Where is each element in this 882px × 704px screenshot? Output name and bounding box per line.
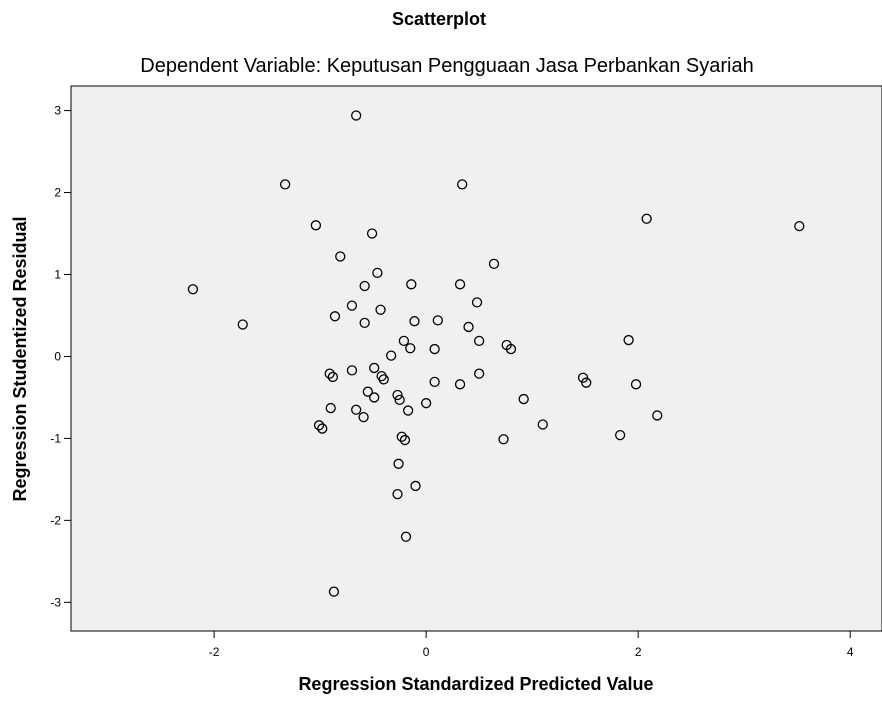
scatter-point [396,431,407,442]
scatter-point [641,213,652,224]
scatter-point [359,317,370,328]
scatter-point [376,370,387,382]
x-axis-ticks: -2 0 2 4 [209,631,854,659]
scatter-point [581,377,592,388]
scatter-point [518,393,529,405]
scatter-point [454,279,466,290]
x-tick-label: -2 [209,645,220,659]
scatter-point [346,365,358,376]
scatter-point [329,311,341,322]
y-tick-label: -2 [50,513,61,527]
scatter-point [652,410,663,421]
scatter-point [505,343,517,355]
scatter-point [392,389,403,401]
scatter-point [432,315,443,326]
scatter-point [313,420,325,431]
scatter-point [394,394,405,406]
y-tick-label: 2 [54,186,61,200]
scatter-point [372,267,383,279]
scatter-point [409,316,420,327]
scatter-point [327,371,339,383]
scatter-point [362,386,373,397]
scatter-point [187,284,199,295]
scatter-point [369,362,380,374]
x-axis-label: Regression Standardized Predicted Value [298,674,653,694]
scatter-point [351,110,362,121]
scatter-point [420,398,432,409]
x-tick-label: 4 [847,645,854,659]
scatter-point [488,258,500,269]
x-tick-label: 0 [423,645,430,659]
scatter-point [346,300,358,311]
scatter-point [375,304,386,315]
y-tick-label: 0 [54,349,61,363]
scatter-point [366,228,378,239]
scatter-point [537,419,548,430]
chart-subtitle: Dependent Variable: Keputusan Pengguaan … [140,55,753,77]
scatter-point [614,429,626,441]
scatter-point [378,374,389,385]
y-tick-label: 3 [54,104,61,118]
scatter-point [399,434,411,446]
scatter-point [279,179,291,190]
scatter-point [358,411,369,423]
scatter-point [402,405,414,416]
scatter-point [335,251,346,262]
scatter-point [400,531,412,542]
scatter-point [630,379,642,390]
scatter-point [454,379,466,390]
scatter-point [410,480,421,492]
y-tick-label: -1 [50,431,61,445]
scatter-point [463,321,474,333]
scatter-point [351,404,362,415]
scatter-point [359,280,370,292]
scatter-point [310,220,322,231]
y-tick-label: -3 [50,595,61,609]
scatter-point [324,368,335,379]
scatter-point [392,488,403,500]
scatter-point [429,343,440,355]
scatter-point [457,179,468,190]
scatter-point [398,335,410,347]
y-axis-ticks: 3 2 1 0 -1 -2 -3 [50,104,71,609]
scatter-point [474,335,485,347]
scatter-point [405,343,416,354]
scatter-point [325,402,336,414]
data-points [187,110,805,597]
y-axis-label: Regression Studentized Residual [10,216,30,501]
scatter-point [498,434,509,445]
scatter-point [386,350,397,361]
scatter-point [471,297,483,308]
scatter-point [393,458,404,469]
scatter-point [474,368,485,379]
scatter-point [369,392,380,403]
scatter-point [429,376,440,388]
scatter-point [406,279,417,290]
x-tick-label: 2 [635,645,642,659]
y-tick-label: 1 [54,267,61,281]
scatter-point [794,220,805,232]
scatter-point [237,319,248,330]
scatter-point [623,334,634,346]
scatter-point [328,586,340,597]
scatter-point [317,423,328,434]
chart-title: Scatterplot [392,9,486,29]
plot-area [70,85,882,632]
